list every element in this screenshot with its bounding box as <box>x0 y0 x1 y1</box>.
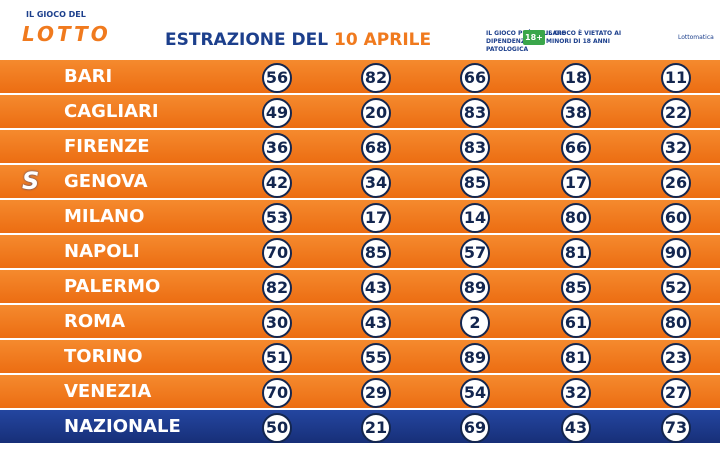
result-row: TORINO 51 55 89 81 23 <box>0 340 720 373</box>
drawn-number: 85 <box>561 273 591 303</box>
drawn-number: 68 <box>361 133 391 163</box>
drawn-number: 54 <box>460 378 490 408</box>
drawn-number: 36 <box>262 133 292 163</box>
drawn-number: 43 <box>361 308 391 338</box>
result-row: NAZIONALE 50 21 69 43 73 <box>0 410 720 443</box>
drawn-number: 82 <box>361 63 391 93</box>
result-row: ROMA 30 43 2 61 80 <box>0 305 720 338</box>
drawn-number: 14 <box>460 203 490 233</box>
drawn-number: 81 <box>561 343 591 373</box>
city-name: ROMA <box>64 311 126 332</box>
header: IL GIOCO DEL LOTTO ESTRAZIONE DEL 10 APR… <box>0 0 720 58</box>
title: ESTRAZIONE DEL 10 APRILE <box>165 30 431 50</box>
city-name: TORINO <box>64 346 143 367</box>
result-row: VENEZIA 70 29 54 32 27 <box>0 375 720 408</box>
drawn-number: 83 <box>460 98 490 128</box>
age-badge: 18+ <box>523 30 545 45</box>
city-name: BARI <box>64 66 113 87</box>
city-name: NAPOLI <box>64 241 140 262</box>
result-row: S GENOVA 42 34 85 17 26 <box>0 165 720 198</box>
city-name: NAZIONALE <box>64 416 181 437</box>
drawn-number: 70 <box>262 378 292 408</box>
result-row: BARI 56 82 66 18 11 <box>0 60 720 93</box>
drawn-number: 18 <box>561 63 591 93</box>
drawn-number: 82 <box>262 273 292 303</box>
brand: Lottomatica <box>678 34 714 41</box>
drawn-number: 89 <box>460 343 490 373</box>
drawn-number: 85 <box>361 238 391 268</box>
title-text: ESTRAZIONE DEL <box>165 30 329 50</box>
drawn-number: 80 <box>561 203 591 233</box>
drawn-number: 2 <box>460 308 490 338</box>
drawn-number: 69 <box>460 413 490 443</box>
drawn-number: 56 <box>262 63 292 93</box>
city-name: FIRENZE <box>64 136 150 157</box>
drawn-number: 32 <box>561 378 591 408</box>
result-row: PALERMO 82 43 89 85 52 <box>0 270 720 303</box>
drawn-number: 81 <box>561 238 591 268</box>
drawn-number: 20 <box>361 98 391 128</box>
drawn-number: 11 <box>661 63 691 93</box>
drawn-number: 50 <box>262 413 292 443</box>
drawn-number: 66 <box>561 133 591 163</box>
drawn-number: 70 <box>262 238 292 268</box>
drawn-number: 23 <box>661 343 691 373</box>
result-row: NAPOLI 70 85 57 81 90 <box>0 235 720 268</box>
drawn-number: 85 <box>460 168 490 198</box>
city-name: GENOVA <box>64 171 148 192</box>
drawn-number: 73 <box>661 413 691 443</box>
drawn-number: 17 <box>561 168 591 198</box>
city-name: PALERMO <box>64 276 161 297</box>
drawn-number: 83 <box>460 133 490 163</box>
drawn-number: 55 <box>361 343 391 373</box>
drawn-number: 61 <box>561 308 591 338</box>
date: 10 APRILE <box>334 30 432 50</box>
drawn-number: 34 <box>361 168 391 198</box>
logo-top: IL GIOCO DEL <box>26 10 86 19</box>
drawn-number: 66 <box>460 63 490 93</box>
drawn-number: 26 <box>661 168 691 198</box>
drawn-number: 52 <box>661 273 691 303</box>
drawn-number: 60 <box>661 203 691 233</box>
city-name: VENEZIA <box>64 381 152 402</box>
drawn-number: 57 <box>460 238 490 268</box>
result-row: MILANO 53 17 14 80 60 <box>0 200 720 233</box>
drawn-number: 49 <box>262 98 292 128</box>
result-row: FIRENZE 36 68 83 66 32 <box>0 130 720 163</box>
logo: LOTTO <box>22 22 111 46</box>
drawn-number: 90 <box>661 238 691 268</box>
drawn-number: 30 <box>262 308 292 338</box>
drawn-number: 22 <box>661 98 691 128</box>
superstar-icon: S <box>22 167 40 195</box>
drawn-number: 38 <box>561 98 591 128</box>
drawn-number: 43 <box>361 273 391 303</box>
drawn-number: 27 <box>661 378 691 408</box>
drawn-number: 29 <box>361 378 391 408</box>
drawn-number: 89 <box>460 273 490 303</box>
drawn-number: 42 <box>262 168 292 198</box>
drawn-number: 53 <box>262 203 292 233</box>
city-name: MILANO <box>64 206 145 227</box>
drawn-number: 17 <box>361 203 391 233</box>
drawn-number: 43 <box>561 413 591 443</box>
drawn-number: 80 <box>661 308 691 338</box>
result-row: CAGLIARI 49 20 83 38 22 <box>0 95 720 128</box>
city-name: CAGLIARI <box>64 101 159 122</box>
drawn-number: 51 <box>262 343 292 373</box>
warning: IL GIOCO È VIETATO AI MINORI DI 18 ANNI <box>546 30 622 45</box>
drawn-number: 32 <box>661 133 691 163</box>
drawn-number: 21 <box>361 413 391 443</box>
